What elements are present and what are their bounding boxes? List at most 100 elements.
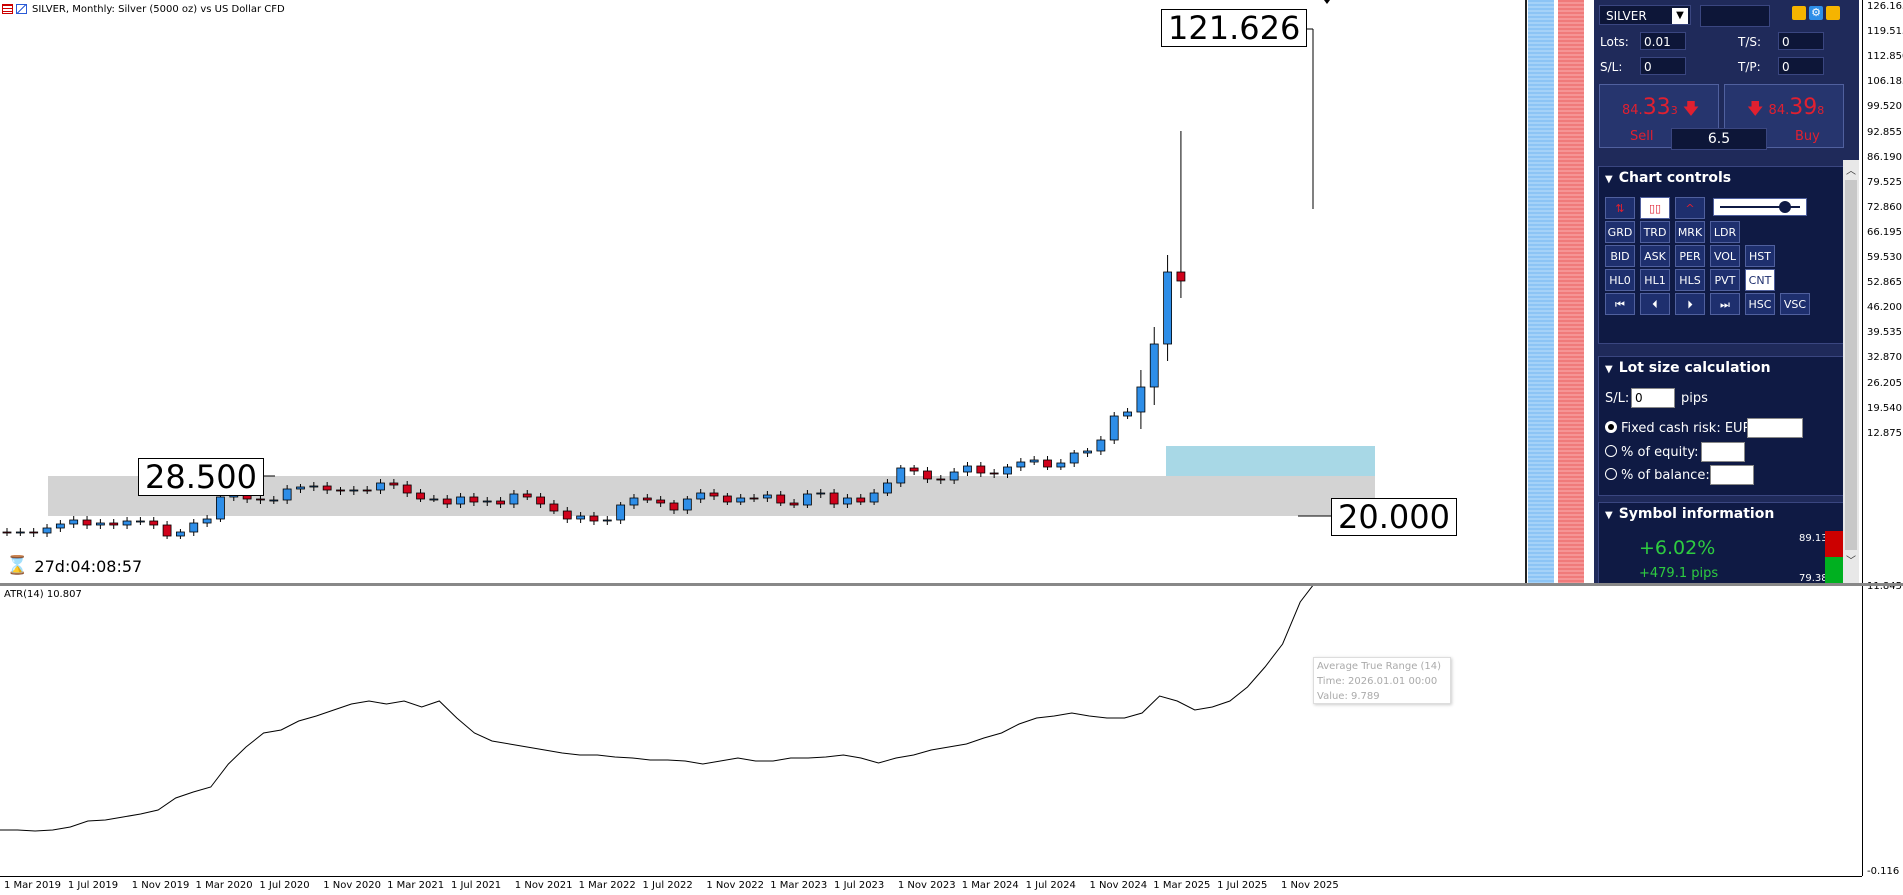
chart-controls-title: Chart controls [1618, 170, 1732, 186]
candle-body [509, 493, 519, 505]
scroll-first-button[interactable]: ⏮ [1605, 293, 1635, 315]
maximize-icon[interactable] [1826, 6, 1840, 20]
pips-label: pips [1681, 391, 1708, 406]
balance-radio[interactable] [1605, 468, 1617, 480]
pane-separator[interactable] [0, 583, 1903, 586]
lots-field[interactable]: 0.01 [1640, 32, 1686, 50]
hsc-button[interactable]: HSC [1745, 293, 1775, 315]
price-scale[interactable]: 126.165 119.515 112.850 106.185 99.520 92.855… [1862, 0, 1903, 592]
candle-body [189, 522, 199, 533]
fixed-risk-input[interactable] [1747, 418, 1803, 438]
candle-body [1109, 415, 1119, 441]
symbol-value: SILVER [1606, 9, 1647, 23]
lot-size-header[interactable]: ▼ Lot size calculation [1599, 357, 1851, 379]
scroll-up-icon[interactable]: ︿ [1846, 166, 1856, 177]
scroll-down-icon[interactable]: ﹀ [1846, 556, 1856, 567]
copy-icon[interactable] [1792, 6, 1806, 20]
scroll-prev-button[interactable]: ⏴ [1640, 293, 1670, 315]
symbol-info-section: ▼ Symbol information +6.02% +479.1 pips 8… [1598, 502, 1855, 583]
sell-price-sup: 3 [1670, 104, 1678, 117]
candle-body [1136, 386, 1146, 413]
equity-input[interactable] [1701, 442, 1745, 462]
candle-body [202, 518, 212, 524]
per-button[interactable]: PER [1675, 245, 1705, 267]
time-axis-tick: 1 Jul 2020 [259, 880, 310, 891]
symbol-info-header[interactable]: ▼ Symbol information [1599, 503, 1851, 525]
ts-value: 0 [1782, 35, 1790, 49]
collapse-icon[interactable]: ▼ [1605, 510, 1613, 521]
settings-icon[interactable]: ⚙ [1809, 6, 1823, 20]
sl-field[interactable]: 0 [1640, 57, 1686, 75]
collapse-icon[interactable]: ▼ [1605, 364, 1613, 375]
atr-chart[interactable] [0, 586, 1862, 876]
mrk-button[interactable]: MRK [1675, 221, 1705, 243]
sell-button[interactable]: 84.333 🡇 Sell [1599, 84, 1719, 148]
cnt-button[interactable]: CNT [1745, 269, 1775, 291]
candle-body [642, 497, 652, 501]
chart-controls-header[interactable]: ▼ Chart controls [1599, 167, 1851, 189]
ask-button[interactable]: ASK [1640, 245, 1670, 267]
chart-grid-icon[interactable] [2, 4, 13, 14]
candle-body [309, 485, 319, 488]
time-axis[interactable]: 1 Mar 2019 1 Jul 2019 1 Nov 2019 1 Mar 2020… [0, 876, 1862, 895]
atr-scale[interactable]: -0.116 [1862, 586, 1903, 877]
lot-sl-input[interactable]: 0 [1631, 388, 1675, 408]
tooltip-value: Value: 9.789 [1317, 691, 1380, 702]
price-scale-tick: 92.855 [1867, 126, 1902, 138]
candle-chart-button[interactable]: ▯▯ [1640, 197, 1670, 219]
collapse-icon[interactable]: ▼ [1605, 174, 1613, 185]
time-axis-tick: 1 Nov 2020 [323, 880, 381, 891]
candle-body [749, 497, 759, 500]
scroll-last-button[interactable]: ⏭ [1710, 293, 1740, 315]
time-axis-tick: 1 Jul 2022 [642, 880, 693, 891]
candle-body [709, 492, 719, 497]
hl0-button[interactable]: HL0 [1605, 269, 1635, 291]
time-axis-tick: 1 Jul 2024 [1025, 880, 1076, 891]
pvt-button[interactable]: PVT [1710, 269, 1740, 291]
symbol-info-title: Symbol information [1618, 506, 1775, 522]
vsc-button[interactable]: VSC [1780, 293, 1810, 315]
fixed-risk-radio[interactable] [1605, 421, 1617, 433]
candle-body [789, 502, 799, 506]
candle-body [1096, 439, 1106, 452]
ldr-button[interactable]: LDR [1710, 221, 1740, 243]
price-chart[interactable] [0, 0, 1862, 583]
zoom-slider-thumb[interactable] [1779, 201, 1791, 213]
ts-field[interactable]: 0 [1778, 32, 1824, 50]
bar-chart-button[interactable]: ⇅ [1605, 197, 1635, 219]
candle-body [1176, 271, 1186, 282]
trd-button[interactable]: TRD [1640, 221, 1670, 243]
balance-input[interactable] [1710, 465, 1754, 485]
scroll-thumb[interactable] [1845, 180, 1857, 550]
symbol-select[interactable]: SILVER ▼ [1599, 5, 1691, 25]
price-scale-tick: 12.875 [1867, 427, 1902, 439]
panel-scrollbar[interactable]: ︿ ﹀ [1843, 160, 1859, 583]
candle-body [389, 482, 399, 486]
price-scale-tick: 46.200 [1867, 302, 1902, 314]
hls-button[interactable]: HLS [1675, 269, 1705, 291]
price-scale-tick: 86.190 [1867, 151, 1902, 163]
line-chart-button[interactable]: ^ [1675, 197, 1705, 219]
lot-size-section: ▼ Lot size calculation S/L: 0 pips Fixed … [1598, 356, 1852, 496]
price-scale-tick: 39.535 [1867, 327, 1902, 339]
time-axis-tick: 1 Mar 2023 [770, 880, 828, 891]
spread-field: 6.5 [1671, 128, 1767, 150]
hst-button[interactable]: HST [1745, 245, 1775, 267]
price-scale-tick: 119.515 [1867, 26, 1903, 38]
chevron-down-icon[interactable]: ▼ [1672, 8, 1688, 24]
scroll-next-button[interactable]: ⏵ [1675, 293, 1705, 315]
vol-button[interactable]: VOL [1710, 245, 1740, 267]
tp-field[interactable]: 0 [1778, 57, 1824, 75]
chart-properties-icon[interactable] [16, 4, 27, 14]
grd-button[interactable]: GRD [1605, 221, 1635, 243]
hl1-button[interactable]: HL1 [1640, 269, 1670, 291]
atr-line [0, 586, 1314, 832]
candle-body [55, 523, 65, 529]
zoom-slider[interactable] [1713, 198, 1807, 216]
lot-sl-value: 0 [1635, 391, 1643, 405]
buy-button[interactable]: 🡇 84.398 Buy [1724, 84, 1844, 148]
candle-body [322, 485, 332, 491]
bid-button[interactable]: BID [1605, 245, 1635, 267]
equity-radio[interactable] [1605, 445, 1617, 457]
symbol-search-input[interactable] [1700, 5, 1770, 27]
